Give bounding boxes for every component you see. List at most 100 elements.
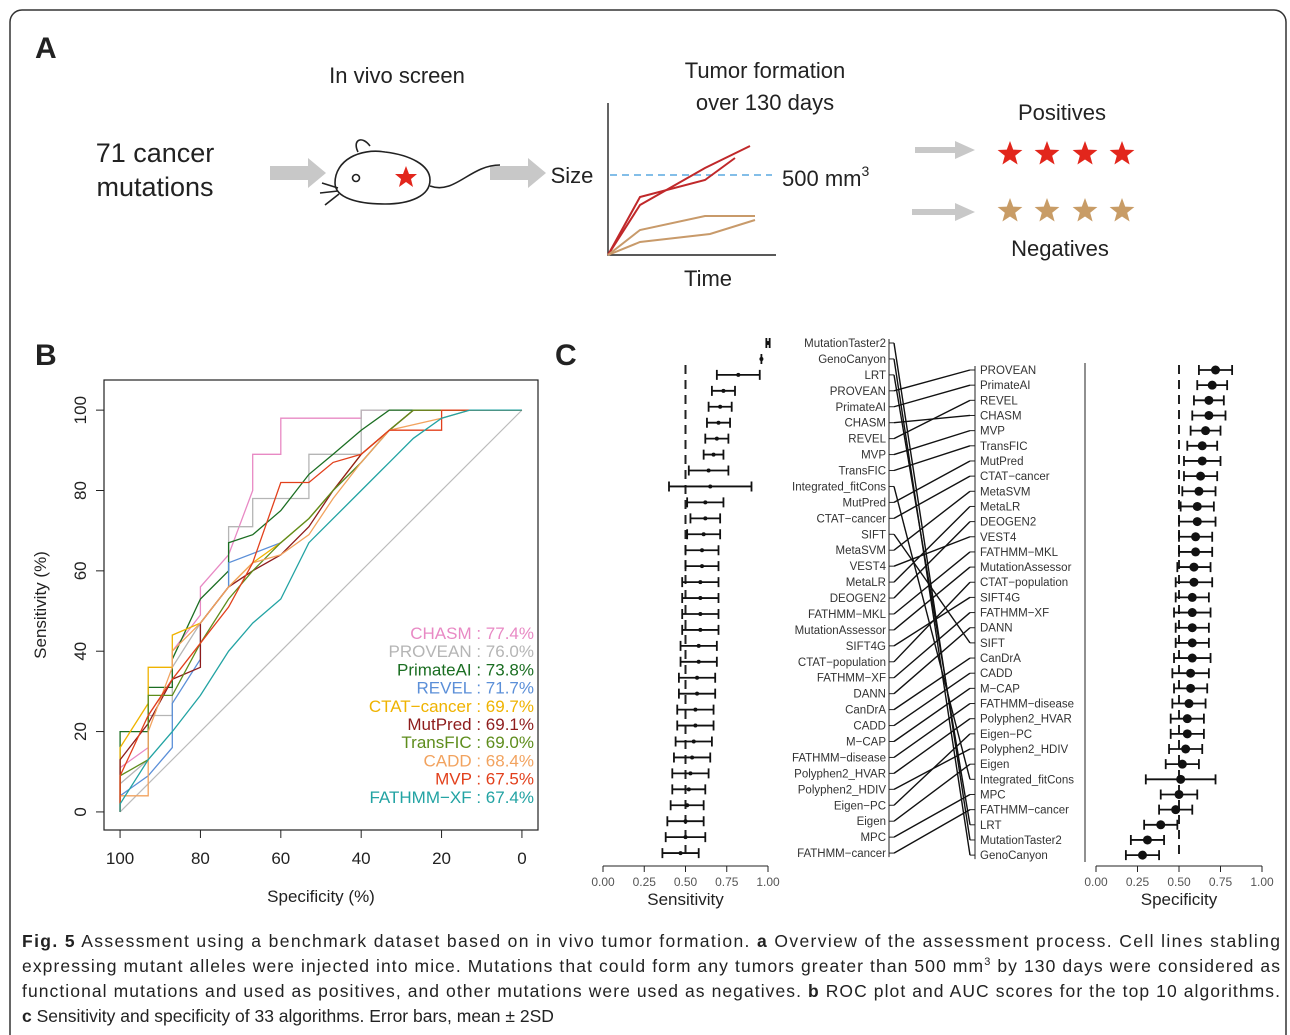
star [1034, 198, 1060, 222]
point [1174, 789, 1184, 799]
category-label: CHASM [980, 410, 1022, 422]
point [1189, 562, 1199, 572]
point [1137, 850, 1147, 860]
arrow [912, 203, 975, 221]
star [1109, 198, 1135, 222]
category-label: TransFIC [839, 466, 887, 478]
point [1186, 668, 1196, 678]
x-tick-label: 0.50 [1167, 875, 1191, 889]
y-axis-label: Sensitivity (%) [31, 551, 50, 659]
point [1192, 501, 1202, 511]
connector [893, 687, 971, 743]
axis-label: Size [551, 163, 594, 188]
caption-bold: b [808, 981, 819, 1001]
category-label: PrimateAI [836, 402, 887, 414]
point [1197, 441, 1207, 451]
category-label: Eigen [857, 816, 886, 828]
star [997, 198, 1023, 222]
panel-label: B [35, 339, 57, 372]
point [683, 819, 688, 824]
connector [893, 486, 971, 780]
category-label: Eigen−PC [980, 729, 1032, 741]
point [695, 675, 700, 680]
category-label: SIFT4G [980, 592, 1020, 604]
x-tick-label: 1.00 [1250, 875, 1274, 889]
caption-text: Assessment using a benchmark dataset bas… [76, 931, 756, 951]
point [693, 707, 698, 712]
point [700, 548, 704, 553]
charts: B 100 80 60 40 20 0 0 20 40 60 80 100 Specificity (%)… [31, 338, 1274, 909]
y-tick-label: 0 [71, 807, 90, 816]
connector [893, 384, 971, 408]
point [1192, 517, 1202, 527]
panel-label: A [35, 32, 57, 65]
category-label: FATHMM−disease [980, 699, 1074, 711]
category-label: PROVEAN [830, 386, 886, 398]
x-tick-label: 0.25 [1126, 875, 1150, 889]
connector [893, 533, 971, 644]
curve [607, 219, 756, 256]
connector [893, 627, 971, 695]
category-label: MPC [980, 789, 1006, 801]
star [1034, 141, 1060, 165]
screen-text: In vivo screen [329, 63, 465, 88]
point [1184, 699, 1194, 709]
connector [893, 369, 971, 392]
arrow [490, 158, 546, 188]
x-tick-label: 0 [517, 849, 526, 868]
category-label: CanDrA [845, 705, 886, 717]
category-label: DEOGEN2 [830, 593, 886, 605]
category-label: MutationAssessor [980, 562, 1072, 574]
category-label: FATHMM−cancer [797, 848, 886, 860]
point [1177, 759, 1187, 769]
point [706, 468, 711, 473]
category-label: CTAT−cancer [816, 513, 886, 525]
point [686, 787, 691, 792]
category-label: SIFT [861, 529, 886, 541]
category-label: Eigen [980, 759, 1009, 771]
point [1182, 729, 1192, 739]
category-label: REVEL [848, 434, 886, 446]
legend-entry: TransFIC : 69.0% [401, 733, 534, 752]
point [1197, 456, 1207, 466]
legend-entry: PROVEAN : 76.0% [388, 642, 534, 661]
point [701, 532, 706, 537]
point [766, 341, 770, 345]
x-tick-label: 0.75 [715, 875, 739, 889]
negatives-label: Negatives [1011, 236, 1109, 261]
x-tick-label: 0.25 [633, 875, 657, 889]
legend-entry: MutPred : 69.1% [407, 715, 534, 734]
mouse [319, 139, 501, 206]
caption-text: expressing mutant alleles were injected … [22, 956, 983, 976]
category-label: CADD [853, 721, 886, 733]
point [678, 851, 683, 856]
legend-entry: CHASM : 77.4% [410, 624, 534, 643]
x-tick-label: 40 [352, 849, 371, 868]
category-label: CTAT−population [980, 577, 1068, 589]
arrow [915, 141, 975, 159]
category-label: GenoCanyon [980, 850, 1048, 862]
point [693, 723, 698, 728]
legend-entry: CTAT−cancer : 69.7% [369, 697, 534, 716]
point [698, 627, 703, 632]
star [1072, 141, 1098, 165]
point [714, 436, 719, 441]
plot-frame [103, 379, 539, 831]
point [1191, 547, 1201, 557]
category-label: DEOGEN2 [980, 517, 1036, 529]
connector [893, 460, 971, 504]
point [683, 835, 688, 840]
category-label: SIFT [980, 638, 1005, 650]
y-tick-label: 80 [71, 481, 90, 500]
point [1207, 380, 1217, 390]
curve [607, 215, 755, 256]
connector [893, 672, 971, 727]
point [1186, 683, 1196, 693]
category-label: MVP [980, 426, 1005, 438]
category-label: FATHMM−disease [792, 752, 886, 764]
x-axis-label: Sensitivity [647, 890, 724, 909]
category-label: DANN [853, 689, 886, 701]
panel-a: A 71 cancer mutations In vivo screen Tum… [35, 32, 1135, 291]
